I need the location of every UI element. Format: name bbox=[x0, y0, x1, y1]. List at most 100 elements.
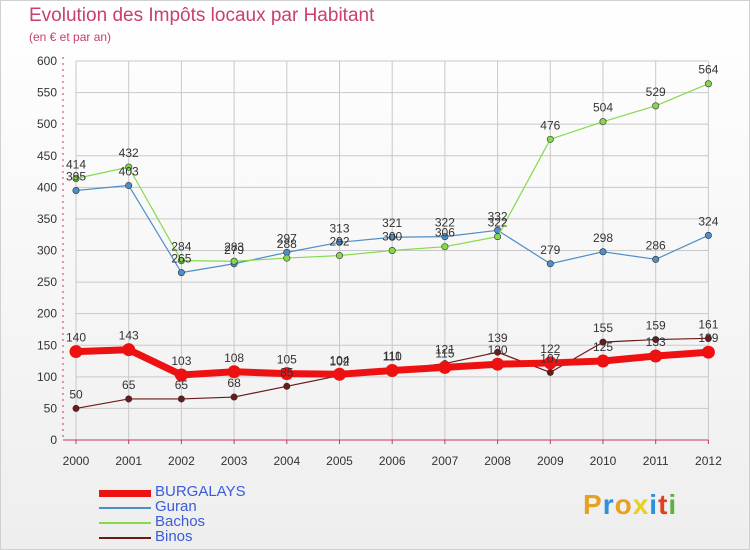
data-label-burgalays: 104 bbox=[329, 353, 349, 367]
data-point-bachos bbox=[599, 118, 607, 126]
x-tick-label: 2010 bbox=[590, 454, 617, 468]
data-point-burgalays bbox=[649, 349, 663, 363]
data-label-bachos: 300 bbox=[382, 230, 402, 244]
x-tick-label: 2006 bbox=[379, 454, 406, 468]
data-label-guran: 279 bbox=[540, 243, 560, 257]
data-label-burgalays: 125 bbox=[593, 340, 613, 354]
x-tick-label: 2007 bbox=[432, 454, 459, 468]
data-point-burgalays bbox=[385, 364, 399, 378]
data-point-guran bbox=[441, 233, 449, 241]
data-label-bachos: 414 bbox=[66, 157, 86, 171]
data-point-burgalays bbox=[491, 357, 505, 371]
data-point-binos bbox=[494, 348, 502, 356]
x-tick-label: 2001 bbox=[115, 454, 142, 468]
data-label-binos: 111 bbox=[383, 349, 402, 363]
logo-letter: t bbox=[658, 489, 669, 520]
legend-swatch bbox=[99, 507, 151, 509]
data-label-guran: 297 bbox=[277, 231, 297, 245]
data-label-bachos: 432 bbox=[119, 146, 139, 160]
data-point-burgalays bbox=[227, 365, 241, 379]
data-point-binos bbox=[125, 395, 133, 403]
data-label-binos: 159 bbox=[646, 319, 666, 333]
data-label-burgalays: 108 bbox=[224, 351, 244, 365]
data-point-burgalays bbox=[701, 345, 715, 359]
data-label-guran: 298 bbox=[593, 231, 613, 245]
data-point-binos bbox=[72, 404, 80, 412]
data-point-bachos bbox=[546, 135, 554, 143]
data-point-guran bbox=[72, 186, 80, 194]
x-tick-label: 2011 bbox=[643, 454, 669, 468]
data-label-bachos: 504 bbox=[593, 101, 613, 115]
chart-subtitle: (en € et par an) bbox=[29, 30, 112, 44]
data-point-bachos bbox=[125, 163, 133, 171]
chart-title: Evolution des Impôts locaux par Habitant bbox=[29, 5, 375, 26]
data-point-binos bbox=[230, 393, 238, 401]
data-point-guran bbox=[652, 255, 660, 263]
data-point-guran bbox=[335, 238, 343, 246]
data-label-guran: 324 bbox=[698, 214, 718, 228]
data-label-bachos: 476 bbox=[540, 118, 560, 132]
data-point-bachos bbox=[704, 80, 712, 88]
data-point-binos bbox=[652, 336, 660, 344]
data-point-burgalays bbox=[69, 345, 83, 359]
data-label-bachos: 322 bbox=[488, 216, 508, 230]
data-label-binos: 65 bbox=[175, 378, 189, 392]
y-tick-label: 600 bbox=[37, 54, 57, 68]
y-tick-label: 550 bbox=[37, 86, 57, 100]
data-point-guran bbox=[704, 231, 712, 239]
legend-label: BURGALAYS bbox=[155, 483, 246, 500]
data-point-burgalays bbox=[438, 360, 452, 374]
logo-letter: x bbox=[632, 489, 650, 520]
data-point-guran bbox=[125, 181, 133, 189]
data-label-burgalays: 105 bbox=[277, 353, 297, 367]
x-tick-label: 2005 bbox=[326, 454, 353, 468]
data-point-bachos bbox=[177, 257, 185, 265]
data-label-bachos: 288 bbox=[277, 237, 297, 251]
data-point-binos bbox=[283, 382, 291, 390]
data-point-burgalays bbox=[280, 367, 294, 381]
y-tick-label: 200 bbox=[37, 307, 57, 321]
data-label-binos: 68 bbox=[227, 376, 241, 390]
data-point-bachos bbox=[72, 174, 80, 182]
logo-letter: i bbox=[649, 489, 659, 520]
x-tick-label: 2012 bbox=[695, 454, 722, 468]
data-label-binos: 85 bbox=[280, 365, 294, 379]
data-point-burgalays bbox=[122, 343, 136, 357]
y-tick-label: 150 bbox=[37, 338, 57, 352]
legend-swatch bbox=[99, 537, 151, 539]
data-label-bachos: 564 bbox=[698, 63, 718, 77]
data-label-binos: 121 bbox=[435, 343, 455, 357]
x-tick-label: 2000 bbox=[63, 454, 90, 468]
y-tick-label: 100 bbox=[37, 370, 57, 384]
data-point-bachos bbox=[283, 254, 291, 262]
legend-swatch bbox=[99, 489, 151, 497]
data-label-bachos: 292 bbox=[329, 235, 349, 249]
y-tick-label: 400 bbox=[37, 180, 57, 194]
data-label-burgalays: 103 bbox=[171, 354, 191, 368]
data-label-guran: 321 bbox=[382, 216, 402, 230]
legend-label: Bachos bbox=[155, 513, 206, 530]
y-tick-label: 350 bbox=[37, 212, 57, 226]
data-label-burgalays: 140 bbox=[66, 331, 86, 345]
data-point-binos bbox=[546, 368, 554, 376]
legend-swatch bbox=[99, 522, 151, 524]
x-tick-label: 2002 bbox=[168, 454, 195, 468]
data-label-guran: 395 bbox=[66, 169, 86, 183]
data-label-burgalays: 120 bbox=[488, 343, 508, 357]
legend-label: Guran bbox=[155, 498, 197, 515]
data-point-guran bbox=[388, 233, 396, 241]
data-point-binos bbox=[704, 334, 712, 342]
data-label-burgalays: 133 bbox=[646, 335, 666, 349]
x-tick-label: 2004 bbox=[273, 454, 300, 468]
data-label-bachos: 306 bbox=[435, 226, 455, 240]
data-point-burgalays bbox=[174, 368, 188, 382]
y-tick-label: 250 bbox=[37, 275, 57, 289]
data-label-binos: 107 bbox=[540, 351, 560, 365]
data-label-guran: 313 bbox=[329, 221, 349, 235]
x-tick-label: 2009 bbox=[537, 454, 564, 468]
data-label-guran: 265 bbox=[171, 252, 191, 266]
data-label-binos: 102 bbox=[329, 355, 349, 369]
data-point-burgalays bbox=[596, 354, 610, 368]
